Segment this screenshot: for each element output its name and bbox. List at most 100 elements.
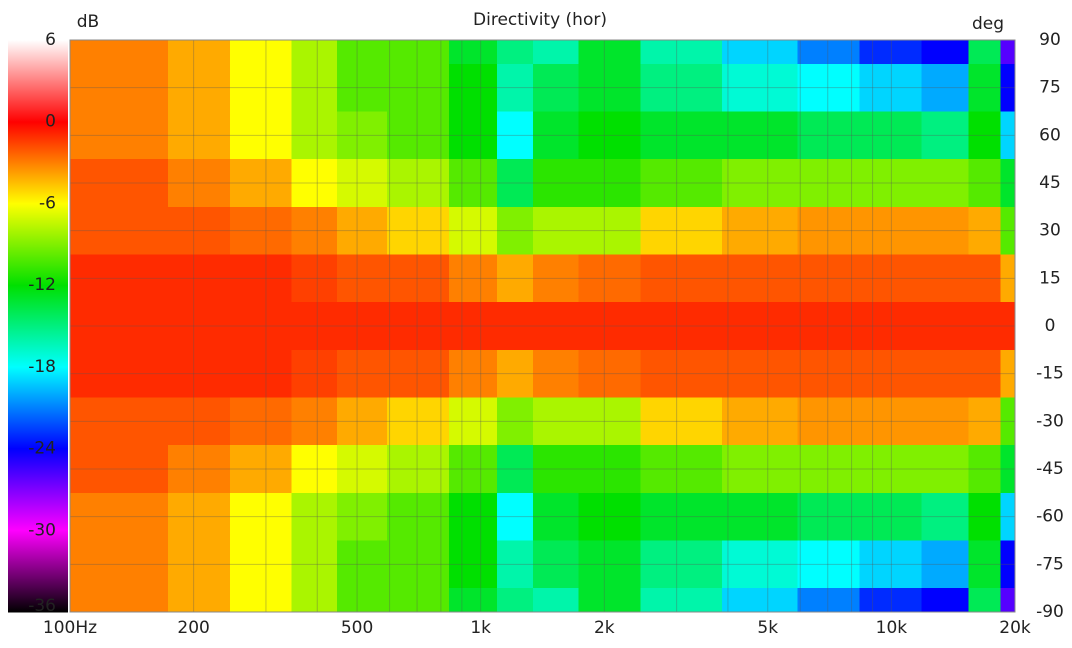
heat-cell <box>167 397 231 446</box>
heat-cell <box>797 445 861 494</box>
heat-cell <box>1000 159 1016 208</box>
heat-cell <box>167 159 231 208</box>
heat-cell <box>229 540 293 589</box>
heat-cell <box>229 111 293 160</box>
heat-cell <box>106 349 169 398</box>
heat-cell <box>640 63 723 112</box>
heat-cell <box>448 302 498 351</box>
y-axis-label: deg <box>972 14 1004 34</box>
heat-cell <box>337 40 388 65</box>
heat-cell <box>859 540 922 589</box>
heat-cell <box>291 206 338 255</box>
heat-cell <box>640 302 723 351</box>
heat-cell <box>496 492 534 541</box>
colorbar-tick-label: 6 <box>45 30 56 50</box>
heat-cell <box>533 349 580 398</box>
heat-cell <box>797 254 861 303</box>
heat-cell <box>859 40 922 65</box>
y-tick-label: 0 <box>1045 316 1056 336</box>
heat-cell <box>859 111 922 160</box>
colorbar-segment <box>8 203 68 286</box>
heat-cell <box>921 445 970 494</box>
heat-cell <box>229 349 293 398</box>
heat-cell <box>337 302 388 351</box>
heat-cell <box>797 302 861 351</box>
heat-cell <box>968 349 1002 398</box>
heat-cell <box>70 445 107 494</box>
heat-cell <box>496 349 534 398</box>
heat-cell <box>70 397 107 446</box>
heat-cell <box>387 63 450 112</box>
y-tick-label: 30 <box>1039 221 1061 241</box>
heat-cell <box>448 540 498 589</box>
heat-cell <box>496 111 534 160</box>
heat-cell <box>859 159 922 208</box>
heat-cell <box>578 206 641 255</box>
y-tick-label: 90 <box>1039 30 1061 50</box>
heat-cell <box>921 159 970 208</box>
heat-cell <box>578 540 641 589</box>
heat-cell <box>968 302 1002 351</box>
heat-cell <box>291 397 338 446</box>
colorbar-segment <box>8 40 68 123</box>
heat-cell <box>387 349 450 398</box>
heat-cell <box>533 540 580 589</box>
heat-cell <box>291 111 338 160</box>
heat-cell <box>106 302 169 351</box>
heat-cell <box>722 349 799 398</box>
heat-cell <box>640 445 723 494</box>
heat-cell <box>167 302 231 351</box>
heat-cell <box>797 397 861 446</box>
heat-cell <box>387 206 450 255</box>
heat-cell <box>337 588 388 613</box>
heat-cell <box>859 397 922 446</box>
heat-cell <box>229 254 293 303</box>
heat-cell <box>229 159 293 208</box>
heat-cell <box>167 349 231 398</box>
heat-cell <box>859 588 922 613</box>
heat-cell <box>496 63 534 112</box>
heat-cell <box>337 349 388 398</box>
x-tick-label: 200 <box>177 618 209 638</box>
heat-cell <box>533 445 580 494</box>
heat-cell <box>229 445 293 494</box>
heat-cell <box>921 111 970 160</box>
heat-cell <box>448 397 498 446</box>
heat-cell <box>70 159 107 208</box>
heat-cell <box>640 540 723 589</box>
heat-cell <box>578 302 641 351</box>
heat-cell <box>640 206 723 255</box>
heat-cell <box>496 302 534 351</box>
heat-cell <box>106 254 169 303</box>
heat-cell <box>797 159 861 208</box>
heat-cell <box>70 540 107 589</box>
heat-cell <box>291 254 338 303</box>
heat-cell <box>968 445 1002 494</box>
heat-cell <box>448 492 498 541</box>
heat-cell <box>722 540 799 589</box>
heat-cell <box>496 40 534 65</box>
heat-cell <box>797 40 861 65</box>
y-tick-label: -15 <box>1036 364 1064 384</box>
heat-cell <box>448 206 498 255</box>
heat-cell <box>968 111 1002 160</box>
heat-cell <box>722 445 799 494</box>
heat-cell <box>387 397 450 446</box>
heat-cell <box>448 111 498 160</box>
heat-cell <box>578 159 641 208</box>
heat-cell <box>291 302 338 351</box>
heat-cell <box>496 445 534 494</box>
heat-cell <box>797 206 861 255</box>
heat-cell <box>387 254 450 303</box>
heat-cell <box>921 397 970 446</box>
heat-cell <box>167 206 231 255</box>
colorbar-tick-label: -6 <box>39 193 56 213</box>
heat-cell <box>578 254 641 303</box>
heat-cell <box>496 254 534 303</box>
heat-cell <box>797 492 861 541</box>
chart-title: Directivity (hor) <box>473 10 607 30</box>
heat-cell <box>291 40 338 65</box>
heat-cell <box>229 588 293 613</box>
heat-cell <box>797 588 861 613</box>
heat-cell <box>1000 492 1016 541</box>
